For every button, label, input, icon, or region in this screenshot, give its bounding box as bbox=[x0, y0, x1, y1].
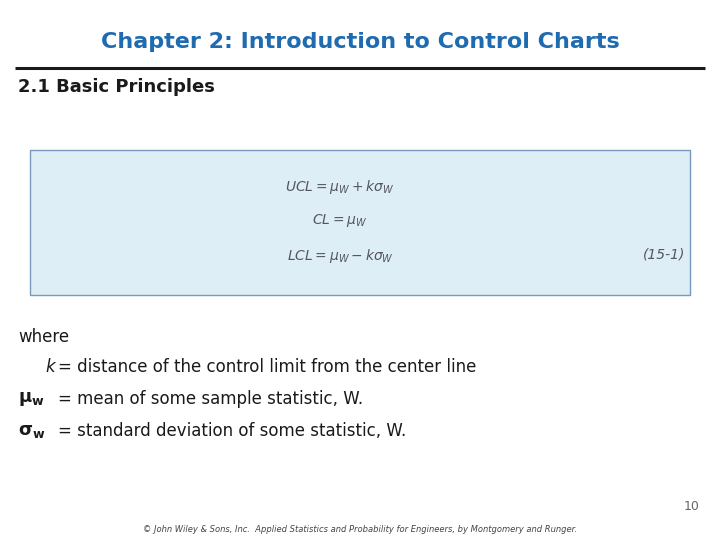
Text: $LCL = \mu_W - k\sigma_W$: $LCL = \mu_W - k\sigma_W$ bbox=[287, 247, 393, 265]
Text: 2.1 Basic Principles: 2.1 Basic Principles bbox=[18, 78, 215, 96]
Text: $UCL = \mu_W + k\sigma_W$: $UCL = \mu_W + k\sigma_W$ bbox=[285, 178, 395, 196]
Text: = standard deviation of some statistic, W.: = standard deviation of some statistic, … bbox=[58, 422, 406, 440]
Text: = mean of some sample statistic, W.: = mean of some sample statistic, W. bbox=[58, 390, 363, 408]
Text: 10: 10 bbox=[684, 500, 700, 513]
Text: $\mathbf{\mu_w}$: $\mathbf{\mu_w}$ bbox=[18, 390, 45, 408]
FancyBboxPatch shape bbox=[30, 150, 690, 295]
Text: = distance of the control limit from the center line: = distance of the control limit from the… bbox=[58, 358, 477, 376]
Text: Chapter 2: Introduction to Control Charts: Chapter 2: Introduction to Control Chart… bbox=[101, 32, 619, 52]
Text: © John Wiley & Sons, Inc.  Applied Statistics and Probability for Engineers, by : © John Wiley & Sons, Inc. Applied Statis… bbox=[143, 525, 577, 534]
Text: where: where bbox=[18, 328, 69, 346]
Text: $CL = \mu_W$: $CL = \mu_W$ bbox=[312, 212, 368, 229]
Text: (15-1): (15-1) bbox=[643, 247, 685, 261]
Text: $k$: $k$ bbox=[45, 358, 57, 376]
Text: $\mathbf{\sigma_w}$: $\mathbf{\sigma_w}$ bbox=[18, 422, 45, 440]
